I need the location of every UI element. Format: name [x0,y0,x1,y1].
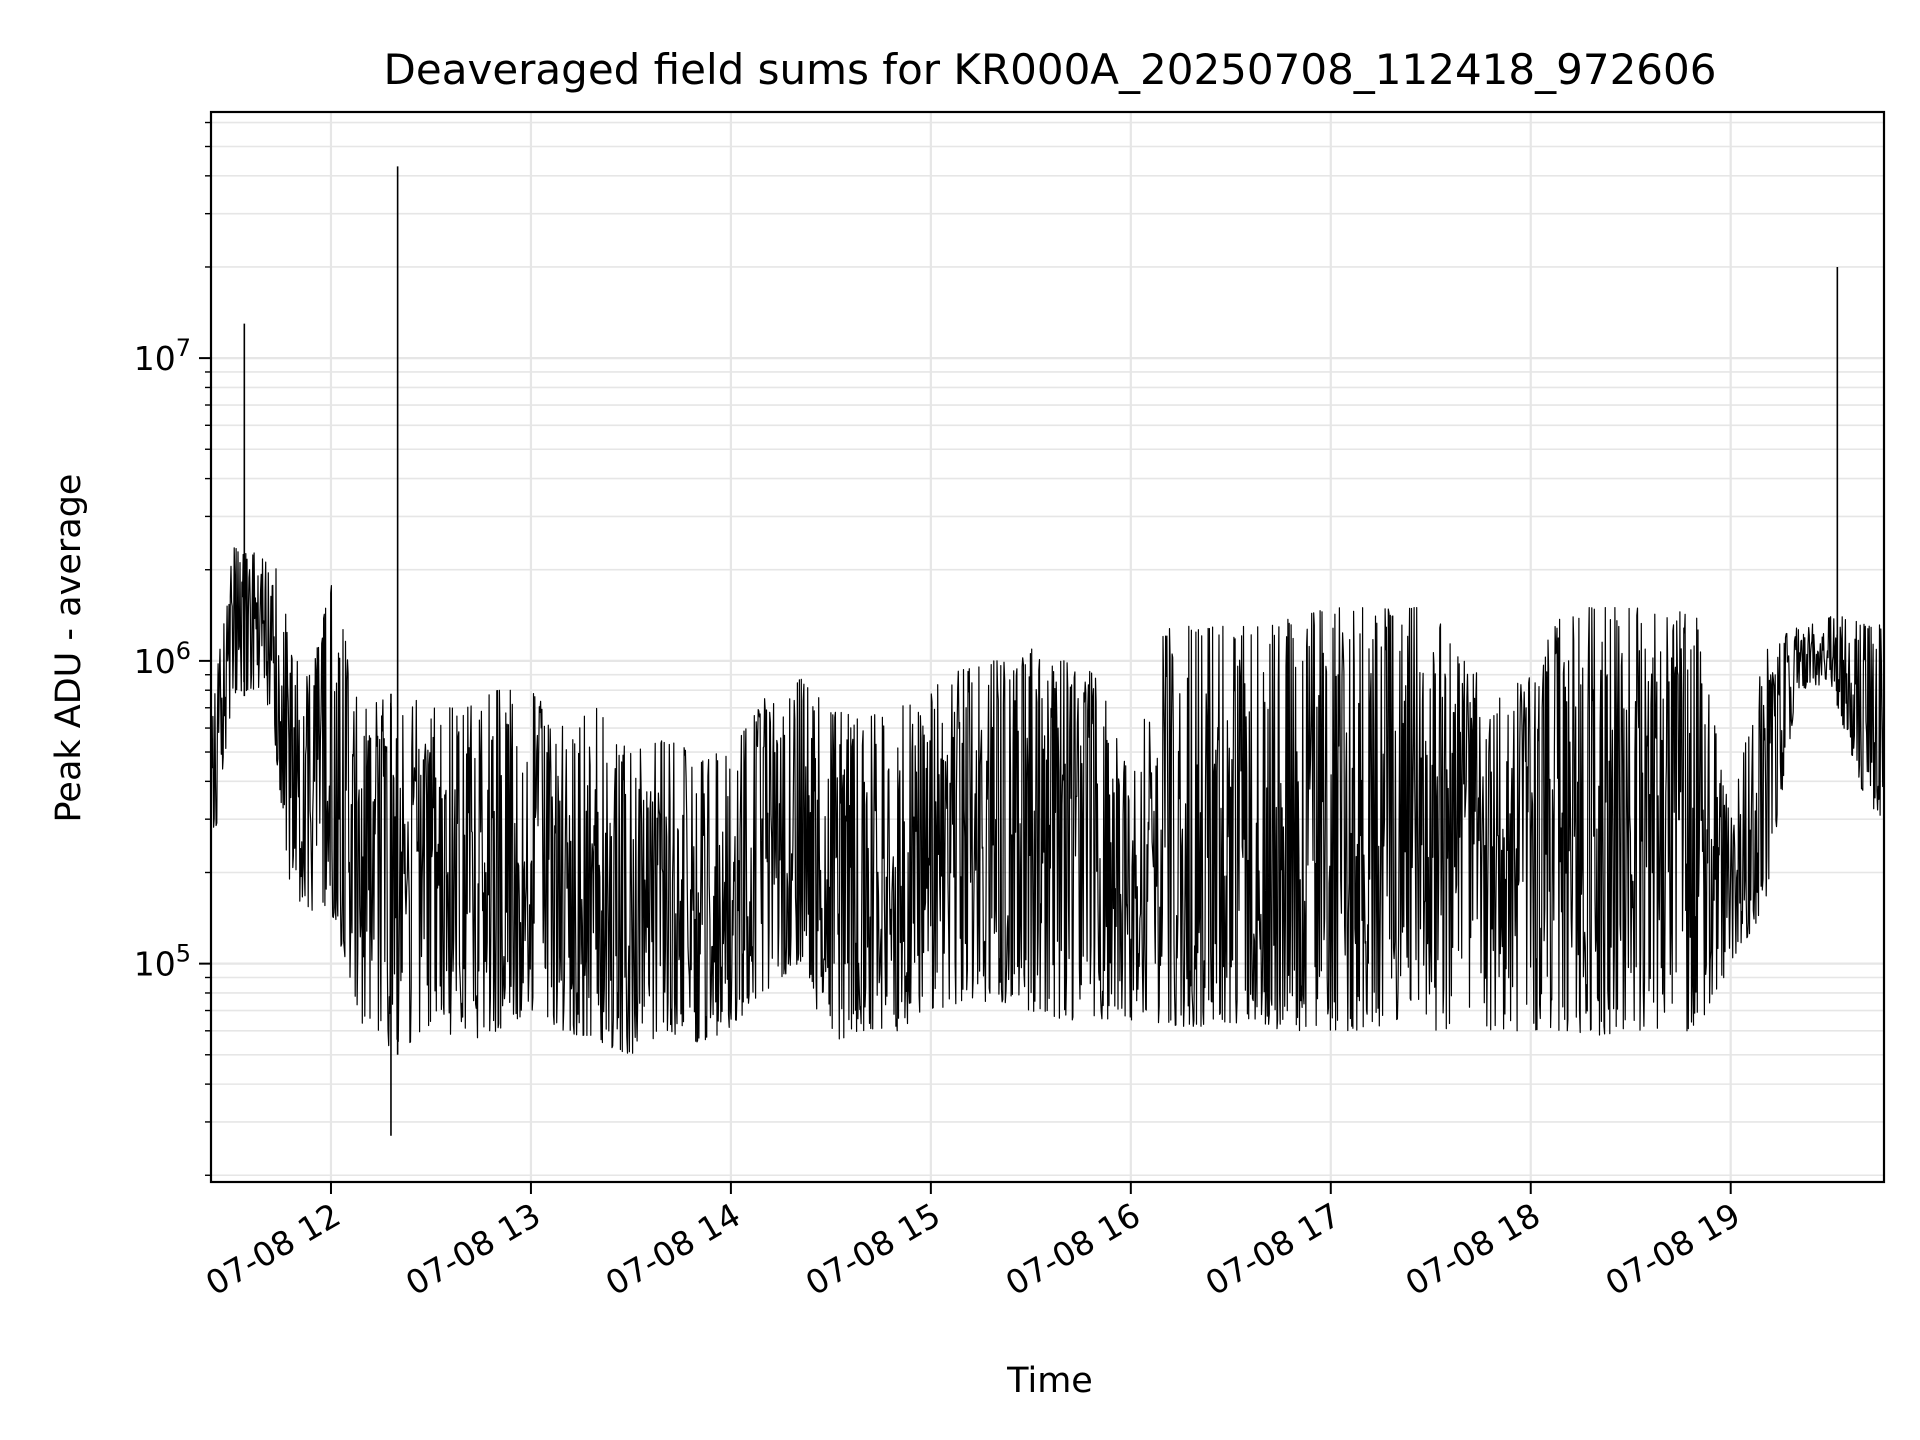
chart-title: Deaveraged field sums for KR000A_2025070… [384,45,1717,94]
data-series [210,166,1885,1136]
plot-frame [209,110,1886,1184]
y-tick-label: 106 [134,637,191,681]
x-axis-label: Time [1006,1361,1093,1401]
y-axis-label: Peak ADU - average [49,474,89,823]
series-line [210,547,1885,1054]
